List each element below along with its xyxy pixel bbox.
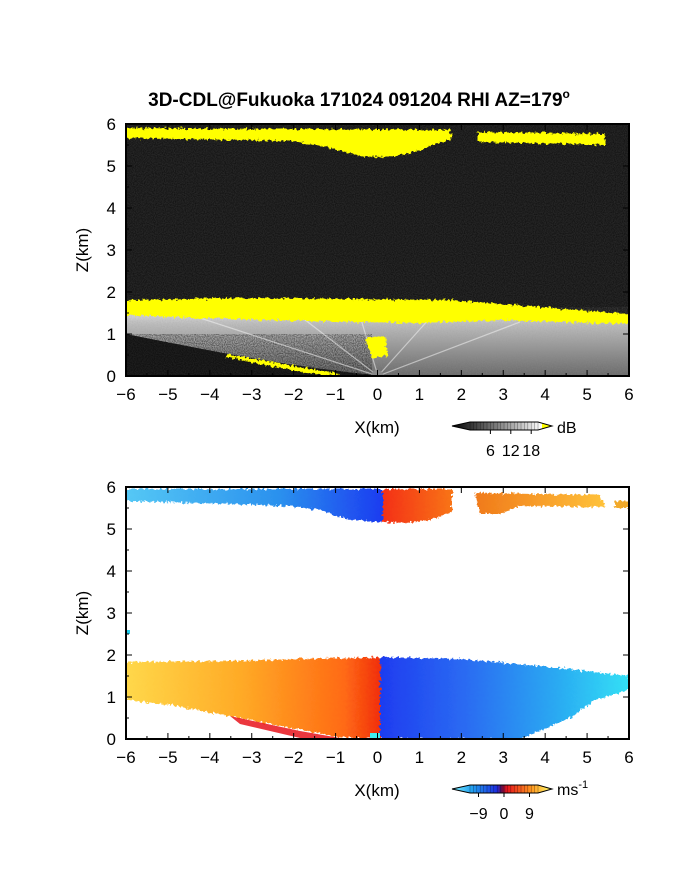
- snr-bl-inner: [365, 336, 388, 358]
- x-tick-label: 2: [457, 748, 466, 767]
- velocity-axes: −6 −5 −4 −3 −2 −1 0 1 2 3 4 5 6 0 1 2 3 4 5 6: [107, 478, 634, 767]
- velocity-colorbar: −9 0 9 ms-1: [451, 779, 588, 823]
- x-tick-label: −4: [200, 748, 219, 767]
- y-tick-label: 6: [107, 115, 116, 134]
- y-tick-label: 4: [107, 562, 116, 581]
- x-tick-label: 5: [582, 748, 591, 767]
- snr-dark-wedge-noise: [126, 334, 372, 376]
- snr-colorbar-bar: [451, 421, 554, 431]
- x-tick-label: −4: [200, 385, 219, 404]
- y-tick-label: 5: [107, 157, 116, 176]
- y-tick-label: 3: [107, 604, 116, 623]
- y-tick-label: 2: [107, 283, 116, 302]
- x-tick-label: −2: [284, 748, 303, 767]
- snr-y-label: Z(km): [73, 228, 92, 272]
- snr-bl-top: [126, 298, 629, 324]
- x-tick-label: −3: [242, 748, 261, 767]
- y-tick-label: 2: [107, 646, 116, 665]
- velocity-heatmap: [126, 487, 629, 739]
- y-tick-label: 5: [107, 520, 116, 539]
- y-tick-label: 4: [107, 199, 116, 218]
- x-tick-label: 3: [499, 748, 508, 767]
- velocity-unit-exp: -1: [578, 779, 588, 791]
- y-tick-label: 0: [107, 730, 116, 749]
- snr-rays: [199, 315, 521, 376]
- x-tick-label: −5: [158, 748, 177, 767]
- y-tick-label: 1: [107, 688, 116, 707]
- velocity-origin: [370, 733, 380, 739]
- x-tick-label: −3: [242, 385, 261, 404]
- figure-title: 3D-CDL@Fukuoka 171024 091204 RHI AZ=179o: [148, 87, 570, 111]
- snr-upper-cloud-right: [478, 132, 606, 145]
- colorbar-tick-label: 6: [486, 443, 495, 460]
- snr-surface-edge: [226, 354, 340, 376]
- x-tick-label: −1: [326, 385, 345, 404]
- x-tick-label: 0: [373, 748, 382, 767]
- snr-colorbar-unit: dB: [557, 420, 577, 437]
- title-text: 3D-CDL@Fukuoka 171024 091204 RHI AZ=179: [148, 90, 562, 111]
- y-tick-label: 0: [107, 367, 116, 386]
- velocity-upper-negative: [126, 489, 383, 522]
- velocity-colorbar-ticks: −9 0 9: [469, 785, 539, 823]
- velocity-lower-positive: [126, 657, 383, 739]
- velocity-lower-edge-red: [230, 716, 340, 738]
- x-tick-label: 6: [624, 385, 633, 404]
- y-tick-label: 3: [107, 241, 116, 260]
- x-tick-label: −2: [284, 385, 303, 404]
- snr-colorbar: 6 12 18 dB: [451, 420, 577, 460]
- x-tick-label: 2: [457, 385, 466, 404]
- x-tick-label: 1: [415, 385, 424, 404]
- velocity-x-label: X(km): [354, 781, 399, 800]
- velocity-y-label: Z(km): [73, 591, 92, 635]
- x-tick-label: −6: [116, 748, 135, 767]
- velocity-speck: [126, 630, 130, 634]
- x-tick-label: 4: [540, 748, 549, 767]
- velocity-colorbar-unit: ms-1: [557, 779, 588, 799]
- snr-upper-cloud-left: [126, 128, 452, 157]
- snr-heatmap: [126, 124, 629, 376]
- velocity-colorbar-bar: [451, 784, 554, 794]
- x-tick-label: −1: [326, 748, 345, 767]
- snr-high-values: [126, 128, 629, 376]
- y-tick-label: 6: [107, 478, 116, 497]
- snr-x-label: X(km): [354, 418, 399, 437]
- velocity-upper-right: [475, 493, 605, 514]
- x-tick-label: 5: [582, 385, 591, 404]
- y-tick-label: 1: [107, 325, 116, 344]
- x-tick-label: 6: [624, 748, 633, 767]
- colorbar-tick-label: 9: [525, 806, 534, 823]
- colorbar-tick-label: 18: [522, 443, 540, 460]
- snr-axes: −6 −5 −4 −3 −2 −1 0 1 2 3 4 5 6 0 1 2 3 4 5 6: [107, 115, 634, 404]
- x-tick-label: 3: [499, 385, 508, 404]
- velocity-lower-negative: [380, 657, 629, 739]
- velocity-unit-base: ms: [557, 782, 578, 799]
- x-tick-label: 4: [540, 385, 549, 404]
- velocity-echoes: [126, 489, 629, 739]
- title-degree: o: [563, 87, 570, 101]
- colorbar-tick-label: 12: [502, 443, 520, 460]
- velocity-upper-positive: [383, 489, 452, 523]
- x-tick-label: 1: [415, 748, 424, 767]
- x-tick-label: −6: [116, 385, 135, 404]
- velocity-panel: −6 −5 −4 −3 −2 −1 0 1 2 3 4 5 6 0 1 2 3 4 5 6 X(km) Z(km) −…: [73, 478, 634, 823]
- colorbar-tick-label: 0: [500, 806, 509, 823]
- colorbar-tick-label: −9: [469, 806, 487, 823]
- x-tick-label: −5: [158, 385, 177, 404]
- x-tick-label: 0: [373, 385, 382, 404]
- snr-colorbar-ticks: 6 12 18: [469, 422, 540, 460]
- velocity-far-right-bit: [615, 501, 629, 508]
